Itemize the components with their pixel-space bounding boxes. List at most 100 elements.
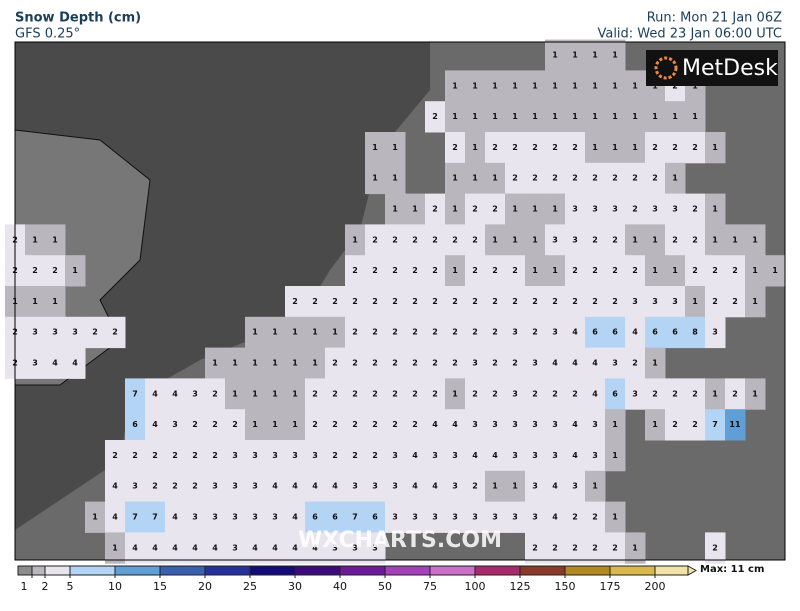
cell-value: 2 [592,235,598,244]
snow-cell [645,162,666,195]
snow-cell [665,378,686,410]
snow-cell [605,193,626,225]
cell-value: 2 [312,297,318,306]
cell-value: 2 [592,266,598,275]
snow-cell [485,409,506,441]
snow-cell [205,347,226,379]
cell-value: 1 [452,205,458,214]
cell-value: 3 [532,420,538,429]
snow-cell [665,162,686,195]
cell-value: 1 [272,420,278,429]
snow-cell [725,255,746,287]
snow-cell [605,286,626,318]
snow-cell [165,409,186,441]
cell-value: 3 [372,482,378,491]
cell-value: 2 [372,451,378,460]
snow-cell [705,255,726,287]
cell-value: 2 [472,205,478,214]
snow-cell [465,440,486,472]
cell-value: 1 [32,235,38,244]
cell-value: 1 [252,389,258,398]
cell-value: 3 [592,205,598,214]
snow-cell [165,501,186,533]
cell-value: 6 [372,513,378,522]
cell-value: 6 [612,389,618,398]
cell-value: 1 [512,482,518,491]
cell-value: 1 [292,389,298,398]
snow-cell [305,440,326,472]
snow-cell [445,501,466,533]
cell-value: 6 [612,328,618,337]
map-frame [14,41,786,561]
cell-value: 1 [472,174,478,183]
cell-value: 2 [412,328,418,337]
cell-value: 3 [272,513,278,522]
snow-cell [545,532,566,564]
cell-value: 1 [72,266,78,275]
cell-value: 1 [752,235,758,244]
cell-value: 4 [132,543,138,552]
cell-value: 3 [612,359,618,368]
colorbar-segment [115,566,160,575]
snow-cell [405,347,426,379]
snow-cell [465,101,486,133]
snow-cell [245,501,266,533]
snow-cell [365,286,386,318]
snow-cell [345,286,366,318]
cell-value: 2 [592,513,598,522]
snow-cell [105,501,126,533]
cell-value: 3 [292,451,298,460]
snow-cell [485,378,506,410]
snow-cell [305,347,326,379]
cell-value: 3 [192,389,198,398]
snow-cell [165,378,186,410]
cell-value: 2 [452,143,458,152]
snow-cell [385,409,406,441]
snow-cell [365,378,386,410]
cell-value: 2 [612,266,618,275]
cell-value: 1 [512,81,518,90]
cell-value: 2 [552,297,558,306]
snow-cell [445,286,466,318]
snow-cell [345,255,366,287]
snow-cell [565,193,586,225]
cell-value: 4 [432,420,438,429]
cell-value: 2 [312,420,318,429]
colorbar-segment [475,566,520,575]
snow-cell [445,70,466,102]
cell-value: 2 [192,451,198,460]
cell-value: 1 [252,420,258,429]
snow-cell [365,470,386,503]
snow-cell [225,470,246,503]
snow-cell [705,286,726,318]
cell-value: 3 [312,451,318,460]
snow-cell [665,193,686,225]
snow-cell [305,286,326,318]
cell-value: 3 [32,328,38,337]
snow-cell [245,378,266,410]
cell-value: 3 [472,359,478,368]
cell-value: 4 [572,359,578,368]
snow-cell [505,132,526,164]
snow-cell [385,162,406,195]
snow-cell [565,70,586,102]
snow-cell [445,132,466,164]
cell-value: 2 [492,266,498,275]
logo: MetDesk [682,56,778,81]
snow-cell [145,409,166,441]
snow-cell [305,378,326,410]
snow-cell [205,440,226,472]
snow-cell [225,440,246,472]
cell-value: 3 [412,513,418,522]
cell-value: 3 [32,359,38,368]
snow-cell [765,255,786,287]
cell-value: 4 [292,513,298,522]
snow-cell [25,286,46,318]
cell-value: 2 [712,266,718,275]
snow-cell [505,286,526,318]
snow-cell [505,224,526,256]
snow-cell [565,347,586,379]
cell-value: 2 [632,174,638,183]
snow-cell [385,378,406,410]
cell-value: 3 [192,513,198,522]
